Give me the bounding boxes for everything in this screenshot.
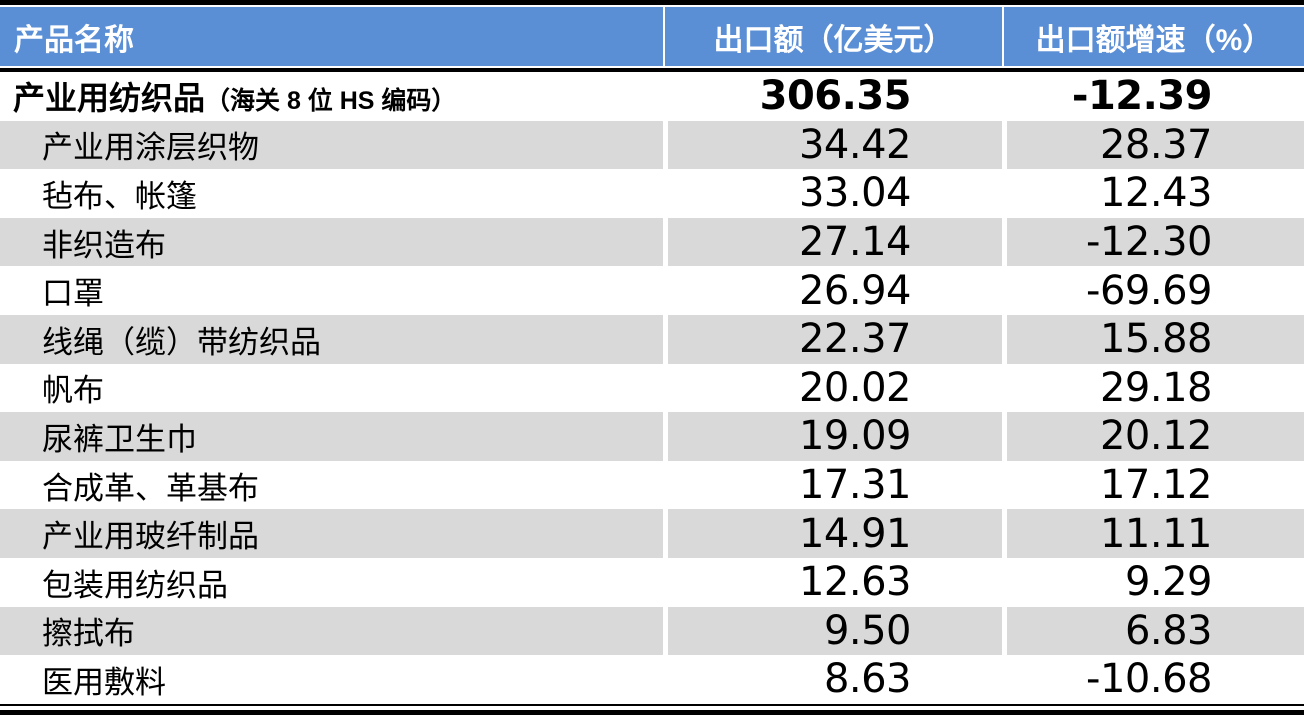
export-growth: -12.30 bbox=[1002, 217, 1304, 267]
export-growth: 17.12 bbox=[1002, 460, 1304, 510]
table-row: 尿裤卫生巾 19.09 20.12 bbox=[0, 412, 1304, 461]
table-row-total: 产业用纺织品（海关 8 位 HS 编码） 306.35 -12.39 bbox=[0, 72, 1304, 121]
table-row: 产业用玻纤制品 14.91 11.11 bbox=[0, 509, 1304, 558]
table-row: 毡布、帐篷 33.04 12.43 bbox=[0, 169, 1304, 218]
export-growth: 15.88 bbox=[1002, 314, 1304, 364]
export-growth: 29.18 bbox=[1002, 363, 1304, 413]
table-row: 线绳（缆）带纺织品 22.37 15.88 bbox=[0, 314, 1304, 364]
export-value: 26.94 bbox=[663, 266, 1002, 315]
product-name: 产业用涂层织物 bbox=[42, 130, 259, 166]
product-name: 医用敷料 bbox=[42, 664, 166, 700]
export-value: 8.63 bbox=[663, 655, 1002, 704]
product-name: 产业用玻纤制品 bbox=[42, 519, 259, 555]
export-value: 33.04 bbox=[663, 169, 1002, 218]
export-growth: 6.83 bbox=[1002, 606, 1304, 656]
product-name: 非织造布 bbox=[42, 227, 166, 263]
export-growth: 11.11 bbox=[1002, 509, 1304, 558]
col-header-export-growth: 出口额增速（%） bbox=[1002, 7, 1304, 66]
table-row: 合成革、革基布 17.31 17.12 bbox=[0, 460, 1304, 510]
export-growth: -10.68 bbox=[1002, 655, 1304, 704]
table-header-row: 产品名称 出口额（亿美元） 出口额增速（%） bbox=[0, 7, 1304, 68]
export-value: 22.37 bbox=[663, 314, 1002, 364]
table-top-border bbox=[0, 0, 1304, 5]
col-header-export-value: 出口额（亿美元） bbox=[663, 7, 1002, 66]
total-export-value: 306.35 bbox=[663, 72, 1002, 121]
total-product-name: 产业用纺织品（海关 8 位 HS 编码） bbox=[0, 73, 456, 119]
total-export-growth: -12.39 bbox=[1002, 72, 1304, 121]
table-row: 包装用纺织品 12.63 9.29 bbox=[0, 557, 1304, 607]
table-row: 帆布 20.02 29.18 bbox=[0, 363, 1304, 413]
product-name: 尿裤卫生巾 bbox=[42, 421, 197, 457]
product-name: 帆布 bbox=[42, 373, 104, 409]
product-name: 包装用纺织品 bbox=[42, 567, 228, 603]
product-name: 口罩 bbox=[42, 276, 104, 312]
table-bottom-gap bbox=[0, 705, 1304, 710]
export-value: 34.42 bbox=[663, 120, 1002, 170]
total-name-note: （海关 8 位 HS 编码） bbox=[205, 87, 457, 116]
table-row: 擦拭布 9.50 6.83 bbox=[0, 606, 1304, 656]
export-growth: -69.69 bbox=[1002, 266, 1304, 315]
export-value: 12.63 bbox=[663, 557, 1002, 607]
total-name-main: 产业用纺织品 bbox=[13, 80, 206, 117]
export-growth: 9.29 bbox=[1002, 557, 1304, 607]
col-header-product-name: 产品名称 bbox=[14, 23, 134, 57]
table-row: 口罩 26.94 -69.69 bbox=[0, 266, 1304, 315]
export-growth: 12.43 bbox=[1002, 169, 1304, 218]
export-value: 20.02 bbox=[663, 363, 1002, 413]
export-growth: 20.12 bbox=[1002, 412, 1304, 461]
table-row: 医用敷料 8.63 -10.68 bbox=[0, 655, 1304, 704]
table-row: 产业用涂层织物 34.42 28.37 bbox=[0, 120, 1304, 170]
product-name: 线绳（缆）带纺织品 bbox=[42, 324, 321, 360]
table-row: 非织造布 27.14 -12.30 bbox=[0, 217, 1304, 267]
product-name: 擦拭布 bbox=[42, 616, 135, 652]
export-growth: 28.37 bbox=[1002, 120, 1304, 170]
table-bottom-thin-border bbox=[0, 703, 1304, 706]
table-bottom-thick-border bbox=[0, 709, 1304, 715]
export-value: 14.91 bbox=[663, 509, 1002, 558]
header-bottom-border bbox=[0, 68, 1304, 72]
export-value: 9.50 bbox=[663, 606, 1002, 656]
export-value: 27.14 bbox=[663, 217, 1002, 267]
export-value: 17.31 bbox=[663, 460, 1002, 510]
product-name: 毡布、帐篷 bbox=[42, 178, 197, 214]
export-value: 19.09 bbox=[663, 412, 1002, 461]
product-name: 合成革、革基布 bbox=[42, 470, 259, 506]
